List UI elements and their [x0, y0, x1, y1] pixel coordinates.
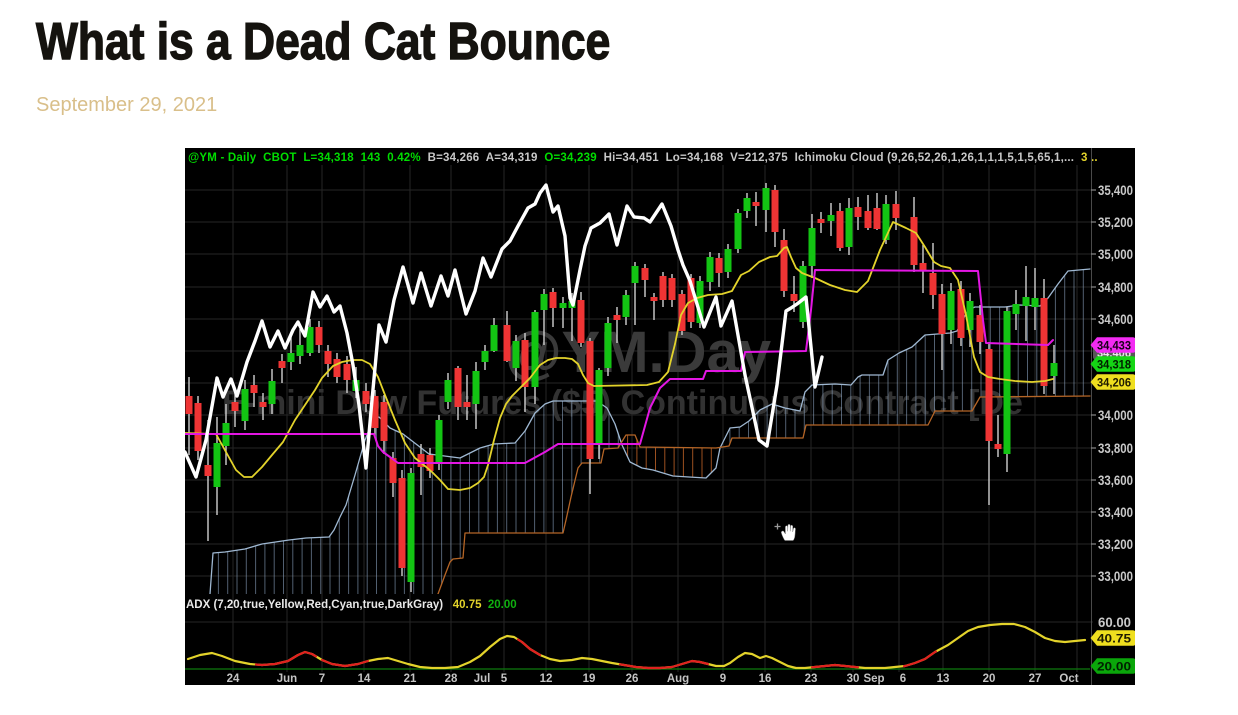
- svg-text:35,400: 35,400: [1098, 182, 1133, 198]
- svg-text:Jul: Jul: [474, 673, 491, 685]
- svg-text:14: 14: [358, 673, 371, 685]
- svg-text:5: 5: [501, 673, 508, 685]
- svg-text:19: 19: [583, 673, 596, 685]
- svg-text:20.00: 20.00: [1097, 660, 1131, 674]
- svg-text:24: 24: [227, 673, 240, 685]
- svg-text:12: 12: [540, 673, 553, 685]
- svg-text:Oct: Oct: [1059, 673, 1078, 685]
- svg-text:30: 30: [847, 673, 860, 685]
- svg-text:33,200: 33,200: [1098, 536, 1133, 552]
- svg-text:40.75: 40.75: [1097, 632, 1131, 646]
- svg-text:60.00: 60.00: [1098, 614, 1131, 630]
- svg-text:6: 6: [900, 673, 906, 685]
- svg-text:7: 7: [319, 673, 325, 685]
- svg-text:@YM.Day: @YM.Day: [505, 320, 771, 385]
- svg-text:Sep: Sep: [863, 673, 884, 685]
- svg-text:35,000: 35,000: [1098, 246, 1133, 262]
- svg-text:26: 26: [626, 673, 639, 685]
- svg-text:23: 23: [805, 673, 818, 685]
- svg-text:Aug: Aug: [667, 673, 689, 685]
- svg-text:27: 27: [1029, 673, 1042, 685]
- svg-text:20: 20: [983, 673, 996, 685]
- svg-text:ADX (7,20,true,Yellow,Red,Cyan: ADX (7,20,true,Yellow,Red,Cyan,true,Dark…: [186, 599, 517, 611]
- svg-text:34,318: 34,318: [1097, 358, 1131, 372]
- svg-text:33,400: 33,400: [1098, 504, 1133, 520]
- svg-text:16: 16: [759, 673, 772, 685]
- svg-text:35,200: 35,200: [1098, 214, 1133, 230]
- svg-text:33,600: 33,600: [1098, 472, 1133, 488]
- svg-text:@YM - Daily CBOT L=34,318 1: @YM - Daily CBOT L=34,318 143 0.42% B=34…: [188, 152, 1098, 164]
- svg-text:33,000: 33,000: [1098, 568, 1133, 584]
- svg-text:33,800: 33,800: [1098, 440, 1133, 456]
- svg-text:21: 21: [404, 673, 417, 685]
- svg-text:13: 13: [937, 673, 950, 685]
- svg-text:9: 9: [720, 673, 726, 685]
- svg-text:28: 28: [445, 673, 458, 685]
- svg-text:34,433: 34,433: [1097, 339, 1131, 353]
- svg-text:34,600: 34,600: [1098, 311, 1133, 327]
- svg-text:E-mini Dow Futures ($5) Contin: E-mini Dow Futures ($5) Continuous Contr…: [222, 384, 1023, 422]
- svg-text:34,206: 34,206: [1097, 376, 1131, 390]
- svg-text:34,800: 34,800: [1098, 279, 1133, 295]
- svg-text:34,000: 34,000: [1098, 407, 1133, 423]
- svg-text:Jun: Jun: [277, 673, 297, 685]
